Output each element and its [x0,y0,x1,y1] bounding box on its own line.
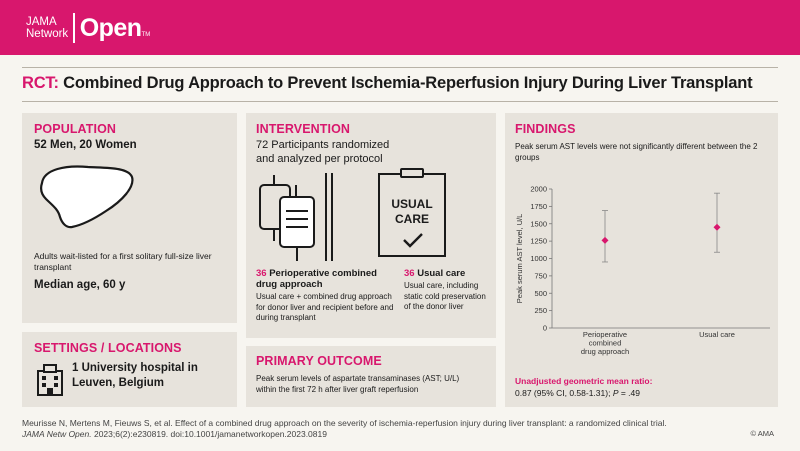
hospital-icon [37,364,63,396]
logo-line-jama: JAMA [26,16,57,28]
usual-care-icon: USUAL CARE [378,168,446,257]
findings-text: Peak serum AST levels were not significa… [515,142,758,162]
usual-care-icon-label-1: USUAL [391,197,433,211]
ratio-value: 0.87 (95% CI, 0.58-1.31); P = .49 [515,388,640,398]
citation-journal: JAMA Netw Open. [22,429,92,439]
title-rule-bottom [22,101,778,102]
ratio-heading: Unadjusted geometric mean ratio: [515,376,653,386]
citation-details: 2023;6(2):e230819. doi:10.1001/jamanetwo… [91,429,327,439]
x-category-label: drug approach [581,347,629,356]
population-heading: POPULATION [34,122,117,136]
primary-outcome-line-1: Peak serum levels of aspartate transamin… [256,374,460,383]
arm1-title-line-1: Perioperative combined [266,268,377,279]
settings-heading: SETTINGS / LOCATIONS [34,341,182,355]
location-line-2: Leuven, Belgium [72,377,165,389]
arm2-count: 36 [404,268,415,279]
y-tick-label: 0 [543,324,547,333]
ratio-p-label: P [612,388,619,398]
data-point-marker [713,223,721,231]
citation: Meurisse N, Mertens M, Fieuws S, et al. … [22,418,722,440]
citation-line-2: JAMA Netw Open. 2023;6(2):e230819. doi:1… [22,429,722,440]
x-category-label: Usual care [699,330,735,339]
findings-panel: FINDINGS Peak serum AST levels were not … [505,113,778,407]
median-age: Median age, 60 y [34,279,126,291]
intervention-panel: INTERVENTION 72 Participants randomized … [246,113,496,338]
data-point-marker [601,236,609,244]
arm1-title-line-2: drug approach [256,279,323,290]
x-category-label: combined [589,339,622,348]
logo-open: Open [79,13,142,42]
arm2-description: Usual care, including static cold preser… [404,281,486,311]
usual-care-icon-label-2: CARE [394,212,429,226]
settings-panel: SETTINGS / LOCATIONS 1 University hospit… [22,332,237,407]
logo-line-network: Network [26,28,69,40]
ratio-p-value: = .49 [618,388,640,398]
population-panel: POPULATION 52 Men, 20 Women Adults wait-… [22,113,237,323]
intervention-heading: INTERVENTION [256,122,351,136]
y-axis-label: Peak serum AST level, U/L [515,214,524,303]
population-counts: 52 Men, 20 Women [34,139,137,151]
checkmark-icon [403,233,423,248]
arm2-title: 36 Usual care [404,268,494,279]
page-title: RCT: Combined Drug Approach to Prevent I… [22,74,778,93]
arm1-count: 36 [256,268,267,279]
primary-outcome-line-2: within the first 72 h after liver graft … [256,385,419,394]
randomized-line-1: 72 Participants randomized [256,139,390,151]
title-tag: RCT: [22,74,59,92]
logo-divider [73,13,75,43]
findings-chart: 0 250 500 750 1000 1250 1500 1750 2000 Peak serum… [515,185,770,356]
y-tick-label: 1500 [530,219,547,228]
logo-trademark: TM [141,32,151,38]
arm2-title-text: Usual care [414,268,466,279]
y-tick-label: 1250 [530,237,547,246]
clipboard-clip-icon [400,168,424,178]
y-tick-label: 1750 [530,202,547,211]
iv-bag-icon [259,173,333,261]
primary-outcome-heading: PRIMARY OUTCOME [256,354,382,368]
title-text: Combined Drug Approach to Prevent Ischem… [58,74,753,92]
location-line-1: 1 University hospital in [72,362,198,374]
findings-heading: FINDINGS [515,122,576,136]
y-tick-label: 2000 [530,185,547,194]
ratio-value-text: 0.87 (95% CI, 0.58-1.31); [515,388,613,398]
y-tick-label: 1000 [530,254,547,263]
liver-icon [39,165,134,229]
primary-outcome-panel: PRIMARY OUTCOME Peak serum levels of asp… [246,346,496,407]
arm1-title: 36 Perioperative combined drug approach [256,268,381,290]
journal-header: JAMA Network Open TM [0,0,800,55]
journal-logo: JAMA Network Open TM [26,13,150,43]
y-tick-label: 250 [534,306,547,315]
arm1-description: Usual care + combined drug approach for … [256,292,394,322]
title-rule-top [22,67,778,68]
citation-line-1: Meurisse N, Mertens M, Fieuws S, et al. … [22,418,667,428]
x-category-label: Perioperative [583,330,627,339]
population-description: Adults wait-listed for a first solitary … [34,251,212,272]
copyright: © AMA [750,429,774,438]
y-tick-label: 750 [534,271,547,280]
randomized-line-2: and analyzed per protocol [256,153,383,165]
y-tick-label: 500 [534,289,547,298]
